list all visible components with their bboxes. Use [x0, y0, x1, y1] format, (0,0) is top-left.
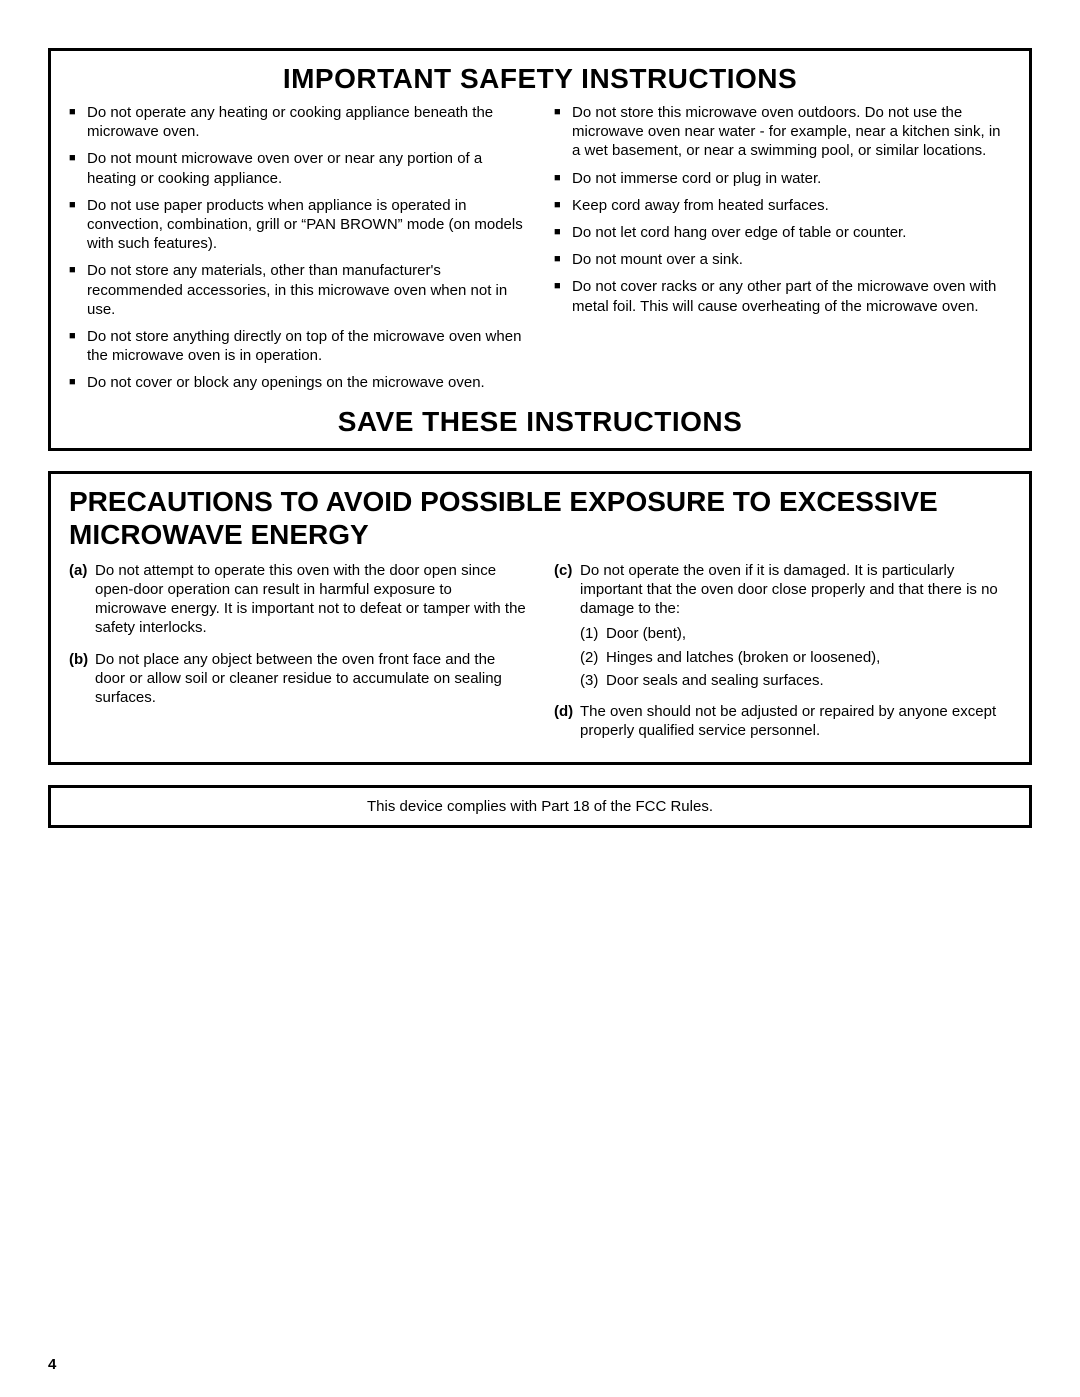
save-instructions-title: SAVE THESE INSTRUCTIONS	[69, 406, 1011, 438]
list-item-text: The oven should not be adjusted or repai…	[580, 703, 996, 739]
item-marker: (b)	[69, 650, 88, 669]
list-item-text: Do not store any materials, other than m…	[87, 262, 507, 317]
list-item: Do not mount microwave oven over or near…	[69, 149, 526, 187]
list-item-text: Do not store this microwave oven outdoor…	[572, 104, 1001, 159]
list-item-text: Do not immerse cord or plug in water.	[572, 170, 821, 187]
list-item: Do not store any materials, other than m…	[69, 261, 526, 319]
precautions-left-list: (a) Do not attempt to operate this oven …	[69, 561, 526, 707]
list-item: (3) Door seals and sealing surfaces.	[580, 671, 1011, 690]
list-item: (c) Do not operate the oven if it is dam…	[554, 561, 1011, 690]
precautions-c-sublist: (1) Door (bent), (2) Hinges and latches …	[580, 624, 1011, 690]
list-item: Do not cover or block any openings on th…	[69, 373, 526, 392]
safety-right-column: Do not store this microwave oven outdoor…	[554, 103, 1011, 400]
list-item-text: Door seals and sealing surfaces.	[606, 672, 824, 689]
precautions-right-list: (c) Do not operate the oven if it is dam…	[554, 561, 1011, 741]
list-item-text: Do not operate any heating or cooking ap…	[87, 104, 493, 140]
list-item-text: Do not cover or block any openings on th…	[87, 374, 485, 391]
item-marker: (2)	[580, 648, 598, 667]
safety-right-list: Do not store this microwave oven outdoor…	[554, 103, 1011, 316]
precautions-columns: (a) Do not attempt to operate this oven …	[69, 561, 1011, 753]
item-marker: (3)	[580, 671, 598, 690]
safety-instructions-box: IMPORTANT SAFETY INSTRUCTIONS Do not ope…	[48, 48, 1032, 451]
precautions-title: PRECAUTIONS TO AVOID POSSIBLE EXPOSURE T…	[69, 486, 1011, 550]
list-item-text: Door (bent),	[606, 625, 686, 642]
list-item-text: Do not mount microwave oven over or near…	[87, 150, 482, 186]
fcc-compliance-box: This device complies with Part 18 of the…	[48, 785, 1032, 828]
list-item: (1) Door (bent),	[580, 624, 1011, 643]
list-item: Do not use paper products when appliance…	[69, 196, 526, 254]
item-marker: (c)	[554, 561, 572, 580]
list-item: Do not cover racks or any other part of …	[554, 277, 1011, 315]
item-marker: (1)	[580, 624, 598, 643]
list-item-text: Do not place any object between the oven…	[95, 651, 502, 706]
item-marker: (d)	[554, 702, 573, 721]
page-number: 4	[48, 1356, 56, 1373]
safety-left-column: Do not operate any heating or cooking ap…	[69, 103, 526, 400]
list-item-text: Do not let cord hang over edge of table …	[572, 224, 906, 241]
list-item-text: Do not use paper products when appliance…	[87, 197, 523, 252]
list-item: Do not store this microwave oven outdoor…	[554, 103, 1011, 161]
list-item: (a) Do not attempt to operate this oven …	[69, 561, 526, 638]
list-item: (2) Hinges and latches (broken or loosen…	[580, 648, 1011, 667]
list-item: Do not operate any heating or cooking ap…	[69, 103, 526, 141]
list-item: Do not mount over a sink.	[554, 250, 1011, 269]
safety-columns: Do not operate any heating or cooking ap…	[69, 103, 1011, 400]
list-item: Keep cord away from heated surfaces.	[554, 196, 1011, 215]
list-item-text: Do not store anything directly on top of…	[87, 328, 521, 364]
item-marker: (a)	[69, 561, 87, 580]
precautions-left-column: (a) Do not attempt to operate this oven …	[69, 561, 526, 753]
list-item: Do not let cord hang over edge of table …	[554, 223, 1011, 242]
fcc-text: This device complies with Part 18 of the…	[367, 798, 713, 815]
list-item-text: Do not attempt to operate this oven with…	[95, 562, 526, 637]
list-item: (b) Do not place any object between the …	[69, 650, 526, 708]
list-item-text: Do not cover racks or any other part of …	[572, 278, 996, 314]
list-item-text: Do not operate the oven if it is damaged…	[580, 562, 998, 617]
list-item: Do not store anything directly on top of…	[69, 327, 526, 365]
list-item-text: Hinges and latches (broken or loosened),	[606, 649, 880, 666]
list-item-text: Keep cord away from heated surfaces.	[572, 197, 829, 214]
safety-left-list: Do not operate any heating or cooking ap…	[69, 103, 526, 392]
list-item-text: Do not mount over a sink.	[572, 251, 743, 268]
safety-title: IMPORTANT SAFETY INSTRUCTIONS	[69, 63, 1011, 95]
list-item: (d) The oven should not be adjusted or r…	[554, 702, 1011, 740]
list-item: Do not immerse cord or plug in water.	[554, 169, 1011, 188]
precautions-right-column: (c) Do not operate the oven if it is dam…	[554, 561, 1011, 753]
precautions-box: PRECAUTIONS TO AVOID POSSIBLE EXPOSURE T…	[48, 471, 1032, 765]
